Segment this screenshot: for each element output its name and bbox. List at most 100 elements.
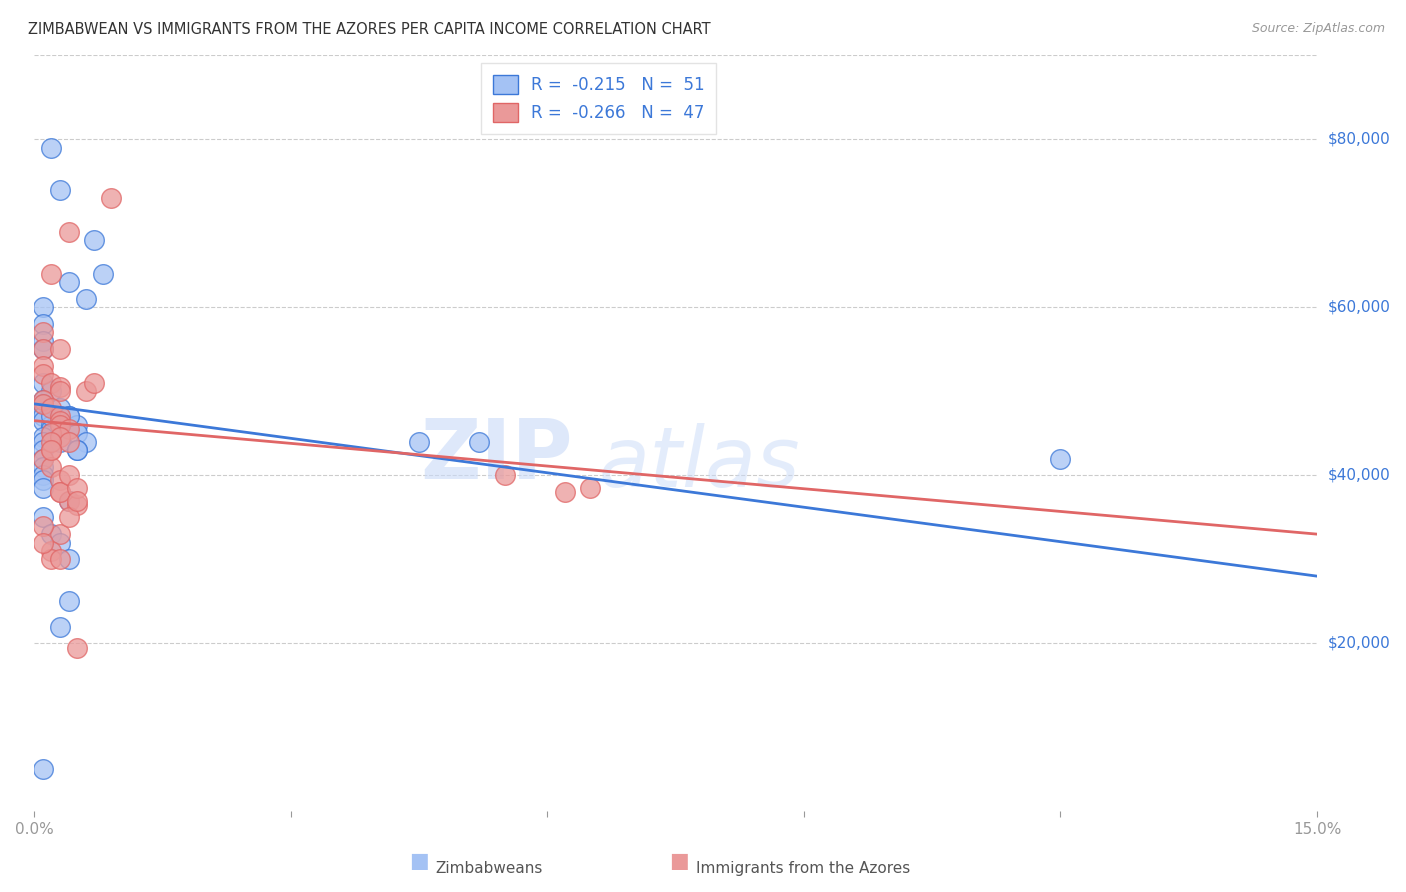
Text: ZIMBABWEAN VS IMMIGRANTS FROM THE AZORES PER CAPITA INCOME CORRELATION CHART: ZIMBABWEAN VS IMMIGRANTS FROM THE AZORES… <box>28 22 711 37</box>
Point <box>58 422 80 436</box>
Point <box>41 426 63 441</box>
Point <box>32 317 55 331</box>
Point <box>32 397 55 411</box>
Text: ZIP: ZIP <box>420 416 574 497</box>
Point <box>32 343 55 357</box>
Point <box>58 409 80 424</box>
Point <box>554 485 576 500</box>
Point <box>49 417 72 432</box>
Point <box>58 468 80 483</box>
Point <box>91 267 114 281</box>
Point <box>49 434 72 449</box>
Point <box>66 443 89 458</box>
Point <box>66 481 89 495</box>
Point <box>32 405 55 419</box>
Point <box>49 535 72 549</box>
Point <box>32 409 55 424</box>
Text: $60,000: $60,000 <box>1329 300 1391 315</box>
Point <box>41 443 63 458</box>
Point <box>49 430 72 444</box>
Point <box>32 430 55 444</box>
Point <box>32 376 55 390</box>
Point <box>49 473 72 487</box>
Point <box>100 191 122 205</box>
Point <box>41 417 63 432</box>
Point <box>32 300 55 314</box>
Point <box>32 326 55 340</box>
Point <box>32 368 55 382</box>
Text: Source: ZipAtlas.com: Source: ZipAtlas.com <box>1251 22 1385 36</box>
Point <box>66 443 89 458</box>
Point <box>58 434 80 449</box>
Point <box>32 434 55 449</box>
Point <box>66 640 89 655</box>
Point <box>83 376 105 390</box>
Point <box>41 443 63 458</box>
Point <box>32 392 55 407</box>
Point <box>32 414 55 428</box>
Point <box>32 397 55 411</box>
Point <box>75 292 97 306</box>
Point <box>32 510 55 524</box>
Point <box>75 384 97 399</box>
Text: $80,000: $80,000 <box>1329 132 1391 146</box>
Point <box>49 527 72 541</box>
Text: atlas: atlas <box>599 423 800 504</box>
Point <box>49 552 72 566</box>
Point <box>32 473 55 487</box>
Point <box>66 417 89 432</box>
Point <box>49 417 72 432</box>
Point <box>32 443 55 458</box>
Point <box>49 343 72 357</box>
Point <box>58 275 80 289</box>
Text: $40,000: $40,000 <box>1329 467 1391 483</box>
Point <box>49 485 72 500</box>
Point <box>49 485 72 500</box>
Point <box>66 498 89 512</box>
Point <box>32 334 55 348</box>
Point <box>41 552 63 566</box>
Point <box>32 459 55 474</box>
Point <box>49 619 72 633</box>
Point <box>41 544 63 558</box>
Point <box>58 225 80 239</box>
Point <box>32 535 55 549</box>
Point <box>41 422 63 436</box>
Point <box>83 233 105 247</box>
Point <box>579 481 602 495</box>
Point <box>49 384 72 399</box>
Point <box>494 468 516 483</box>
Point <box>75 434 97 449</box>
Text: Immigrants from the Azores: Immigrants from the Azores <box>696 861 910 876</box>
Point <box>32 451 55 466</box>
Point <box>58 594 80 608</box>
Point <box>49 183 72 197</box>
Point <box>41 384 63 399</box>
Text: ■: ■ <box>409 852 429 871</box>
Text: Zimbabweans: Zimbabweans <box>436 861 543 876</box>
Point <box>32 343 55 357</box>
Point <box>32 763 55 777</box>
Point <box>41 267 63 281</box>
Point <box>32 481 55 495</box>
Text: ■: ■ <box>669 852 689 871</box>
Point <box>41 376 63 390</box>
Point <box>41 426 63 441</box>
Point <box>41 434 63 449</box>
Point <box>49 409 72 424</box>
Text: $20,000: $20,000 <box>1329 636 1391 651</box>
Point <box>41 409 63 424</box>
Point <box>408 434 430 449</box>
Point <box>468 434 491 449</box>
Point <box>58 409 80 424</box>
Point <box>49 401 72 415</box>
Point <box>41 401 63 415</box>
Point <box>49 414 72 428</box>
Point <box>58 552 80 566</box>
Point <box>41 527 63 541</box>
Point <box>32 468 55 483</box>
Point <box>1049 451 1071 466</box>
Point <box>66 493 89 508</box>
Point <box>32 359 55 373</box>
Point <box>49 380 72 394</box>
